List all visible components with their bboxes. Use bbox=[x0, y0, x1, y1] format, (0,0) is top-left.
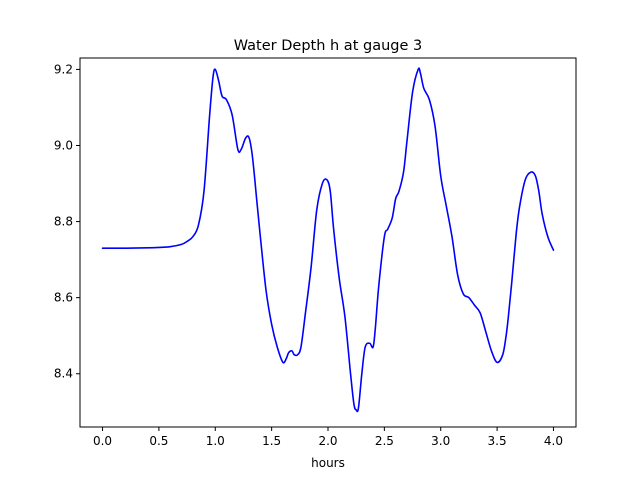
y-tick-label: 8.6 bbox=[54, 291, 73, 305]
plot-area-frame bbox=[79, 57, 577, 428]
x-tick-label: 0.0 bbox=[93, 434, 112, 448]
x-tick-label: 0.5 bbox=[149, 434, 168, 448]
y-tick-label: 8.8 bbox=[54, 215, 73, 229]
x-tick-label: 2.0 bbox=[318, 434, 337, 448]
x-tick-label: 1.0 bbox=[206, 434, 225, 448]
y-tick-label: 8.4 bbox=[54, 367, 73, 381]
x-tick-label: 1.5 bbox=[262, 434, 281, 448]
x-tick-label: 2.5 bbox=[375, 434, 394, 448]
y-tick-label: 9.2 bbox=[54, 62, 73, 76]
y-axis-ticks: 8.4 8.6 8.8 9.0 9.2 bbox=[54, 62, 80, 381]
y-tick-label: 9.0 bbox=[54, 138, 73, 152]
x-axis-ticks: 0.0 0.5 1.0 1.5 2.0 2.5 3.0 3.5 4.0 bbox=[93, 427, 563, 448]
series-line-water-depth bbox=[101, 67, 555, 413]
chart-title: Water Depth h at gauge 3 bbox=[234, 38, 422, 54]
x-tick-label: 3.5 bbox=[488, 434, 507, 448]
x-tick-label: 4.0 bbox=[544, 434, 563, 448]
x-axis-label: hours bbox=[311, 456, 345, 470]
x-tick-label: 3.0 bbox=[431, 434, 450, 448]
